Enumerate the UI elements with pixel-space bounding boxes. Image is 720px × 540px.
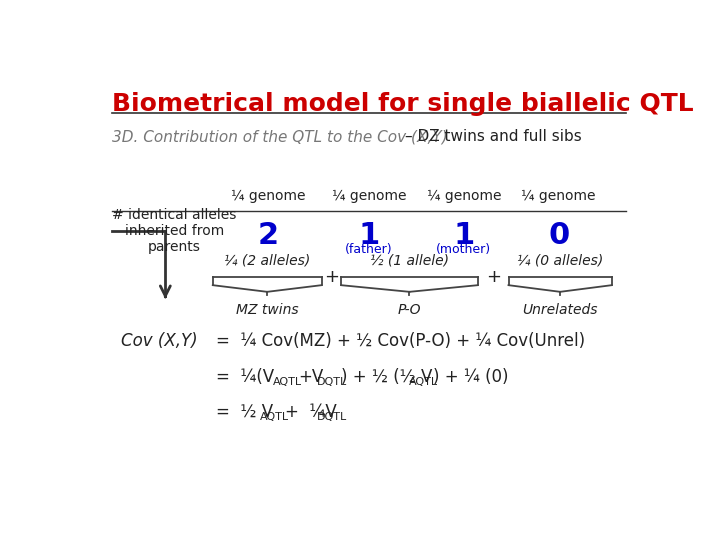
Text: 1: 1: [453, 221, 474, 250]
Text: 1: 1: [359, 221, 379, 250]
Text: ) + ½ (½ V: ) + ½ (½ V: [341, 368, 433, 386]
Text: (father): (father): [345, 244, 393, 256]
Text: AQTL: AQTL: [260, 412, 289, 422]
Text: =  ½ V: = ½ V: [215, 403, 273, 421]
Text: ¼ (2 alleles): ¼ (2 alleles): [224, 254, 310, 268]
Text: ¼ genome: ¼ genome: [521, 189, 596, 203]
Text: 2: 2: [258, 221, 279, 250]
Text: AQTL: AQTL: [273, 376, 302, 387]
Text: ¼ genome: ¼ genome: [332, 189, 406, 203]
Text: AQTL: AQTL: [409, 376, 438, 387]
Text: =  ¼ Cov(MZ) + ½ Cov(P-O) + ¼ Cov(Unrel): = ¼ Cov(MZ) + ½ Cov(P-O) + ¼ Cov(Unrel): [215, 332, 585, 350]
Text: +  ¼V: + ¼V: [285, 403, 337, 421]
Text: P-O: P-O: [397, 303, 421, 318]
Text: Cov (X,Y): Cov (X,Y): [121, 332, 197, 350]
Text: Unrelateds: Unrelateds: [523, 303, 598, 318]
Text: (mother): (mother): [436, 244, 492, 256]
Text: Biometrical model for single biallelic QTL: Biometrical model for single biallelic Q…: [112, 92, 694, 116]
Text: MZ twins: MZ twins: [236, 303, 299, 318]
Text: ¼ genome: ¼ genome: [231, 189, 306, 203]
Text: +V: +V: [299, 368, 324, 386]
Text: +: +: [324, 268, 339, 286]
Text: – DZ twins and full sibs: – DZ twins and full sibs: [405, 129, 582, 144]
Text: 3D. Contribution of the QTL to the Cov (X,Y): 3D. Contribution of the QTL to the Cov (…: [112, 129, 448, 144]
Text: ¼ (0 alleles): ¼ (0 alleles): [517, 254, 603, 268]
Text: # identical alleles
inherited from
parents: # identical alleles inherited from paren…: [112, 208, 237, 254]
Text: =  ¼(V: = ¼(V: [215, 368, 274, 386]
Text: ¼ genome: ¼ genome: [427, 189, 501, 203]
Text: +: +: [486, 268, 501, 286]
Text: DQTL: DQTL: [317, 412, 347, 422]
Text: ½ (1 allele): ½ (1 allele): [370, 254, 449, 268]
Text: DQTL: DQTL: [317, 376, 347, 387]
Text: ) + ¼ (0): ) + ¼ (0): [433, 368, 508, 386]
Text: 0: 0: [548, 221, 570, 250]
